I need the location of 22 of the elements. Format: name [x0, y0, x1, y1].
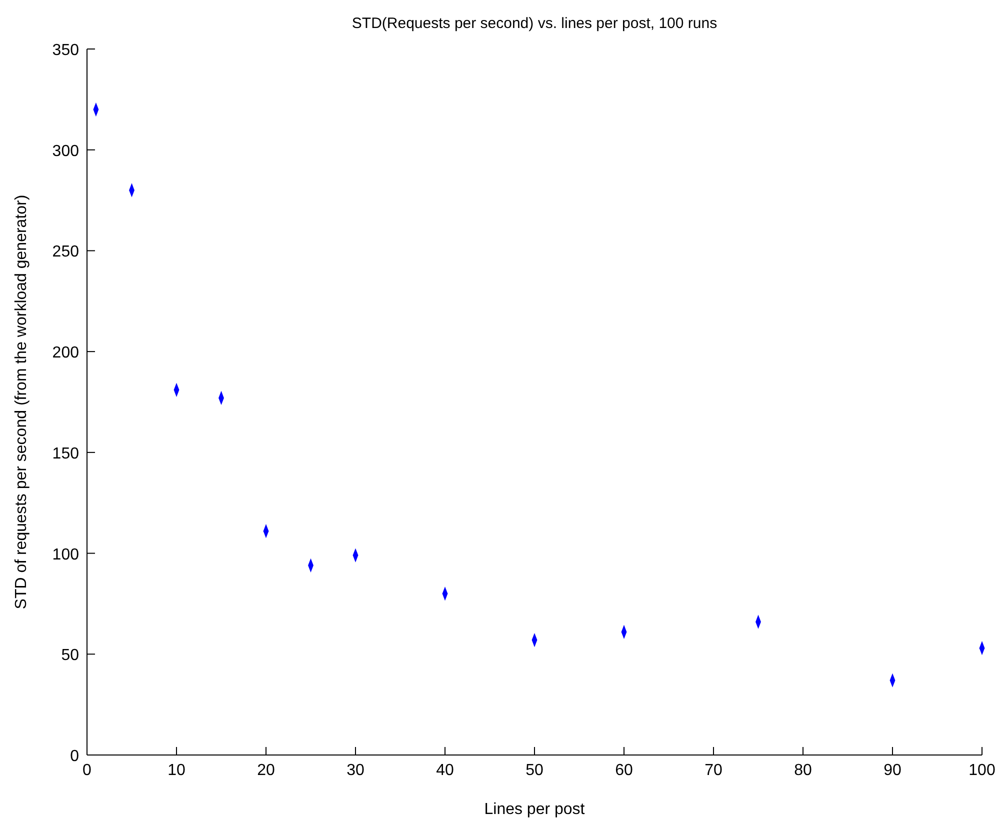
y-tick-label: 300 [52, 142, 80, 160]
y-tick-label: 250 [52, 244, 80, 261]
x-tick-label: 30 [346, 762, 364, 779]
y-axis-title: STD of requests per second (from the workload generator) [13, 194, 30, 610]
y-tick-label: 350 [52, 42, 80, 59]
y-tick-label: 50 [61, 647, 80, 664]
x-tick-label: 10 [168, 762, 186, 779]
x-tick-label: 100 [968, 762, 996, 779]
x-axis-title: Lines per post [484, 801, 586, 818]
x-tick-label: 40 [436, 762, 454, 779]
y-tick-label: 150 [52, 445, 80, 462]
x-tick-label: 20 [257, 762, 275, 779]
x-tick-label: 60 [615, 762, 633, 779]
x-tick-label: 0 [82, 762, 92, 779]
x-tick-label: 70 [704, 762, 722, 779]
x-tick-label: 90 [884, 762, 902, 779]
chart-title: STD(Requests per second) vs. lines per post, 100 runs [352, 15, 718, 32]
x-tick-label: 80 [794, 762, 812, 779]
y-tick-label: 100 [52, 546, 80, 564]
x-tick-label: 50 [526, 762, 544, 779]
y-tick-label: 0 [70, 748, 80, 765]
y-tick-label: 200 [52, 344, 80, 362]
